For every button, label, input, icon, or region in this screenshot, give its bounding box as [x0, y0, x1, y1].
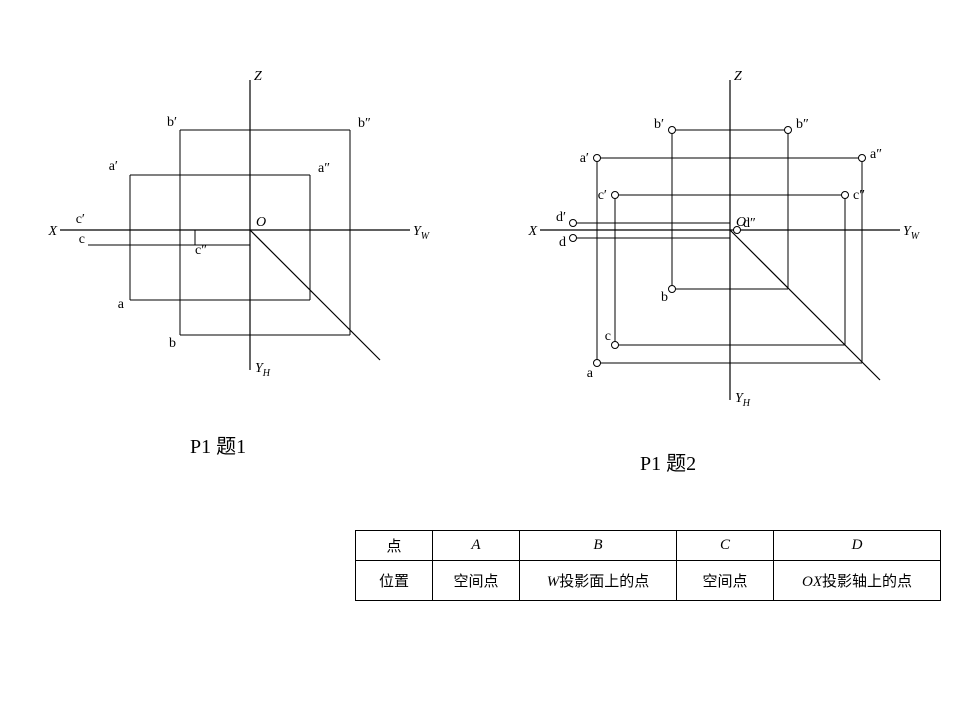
svg-text:b′: b′	[167, 115, 177, 130]
cell-B: W投影面上的点	[520, 561, 677, 601]
svg-text:c: c	[605, 329, 611, 344]
svg-text:YW: YW	[413, 224, 431, 242]
svg-text:b″: b″	[358, 116, 371, 131]
svg-text:X: X	[527, 224, 537, 239]
cell-A: 空间点	[433, 561, 520, 601]
caption-p1-1: P1 题1	[190, 430, 246, 459]
caption-p1-2: P1 题2	[640, 447, 696, 476]
svg-text:b: b	[661, 290, 668, 305]
svg-text:a″: a″	[870, 147, 882, 162]
cell-B-text: 投影面上的点	[559, 574, 649, 590]
svg-text:O: O	[256, 215, 266, 230]
svg-text:a: a	[587, 366, 594, 381]
th-point: 点	[356, 531, 433, 561]
table-header-row: 点 A B C D	[356, 531, 941, 561]
svg-text:b″: b″	[796, 117, 809, 132]
svg-text:c′: c′	[76, 212, 85, 227]
svg-text:YW: YW	[903, 224, 921, 242]
svg-text:X: X	[47, 224, 57, 239]
svg-text:d″: d″	[743, 216, 756, 231]
svg-text:Z: Z	[254, 69, 262, 84]
svg-text:d: d	[559, 235, 566, 250]
th-A: A	[433, 531, 520, 561]
cell-D-text: 投影轴上的点	[822, 574, 912, 590]
row-label: 位置	[356, 561, 433, 601]
svg-text:YH: YH	[255, 361, 271, 379]
svg-text:a′: a′	[109, 159, 118, 174]
svg-text:Z: Z	[734, 69, 742, 84]
table-row: 位置 空间点 W投影面上的点 空间点 OX投影轴上的点	[356, 561, 941, 601]
svg-text:c: c	[79, 232, 85, 247]
svg-text:b′: b′	[654, 117, 664, 132]
svg-text:a: a	[118, 297, 125, 312]
projection-diagrams: XZYWYHOa′a″ab′b″bc′cc″XZYWYHOaa′a″bb′b″c…	[0, 0, 960, 500]
cell-C: 空间点	[677, 561, 774, 601]
svg-text:d′: d′	[556, 210, 566, 225]
svg-text:b: b	[169, 336, 176, 351]
svg-text:c″: c″	[195, 243, 207, 258]
th-B: B	[520, 531, 677, 561]
svg-text:a″: a″	[318, 161, 330, 176]
th-C: C	[677, 531, 774, 561]
th-D: D	[774, 531, 941, 561]
svg-text:c′: c′	[598, 188, 607, 203]
svg-text:c″: c″	[853, 188, 865, 203]
answer-table: 点 A B C D 位置 空间点 W投影面上的点 空间点 OX投影轴上的点	[355, 530, 941, 601]
cell-D: OX投影轴上的点	[774, 561, 941, 601]
svg-text:a′: a′	[580, 151, 589, 166]
svg-text:YH: YH	[735, 391, 751, 409]
